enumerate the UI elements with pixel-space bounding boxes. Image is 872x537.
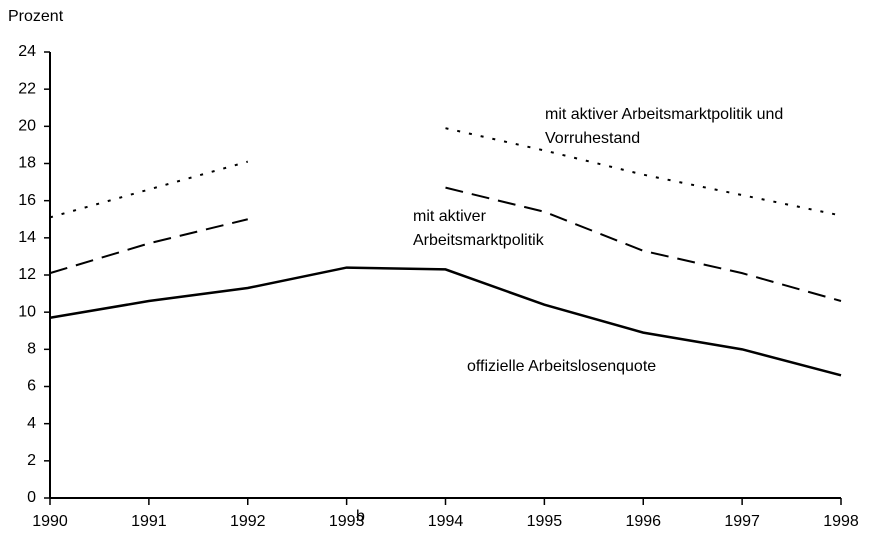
x-tick-label: 1995 [527, 513, 563, 530]
series-label: offizielle Arbeitslosenquote [467, 358, 657, 375]
series-line [49, 218, 248, 275]
x-tick-label: 1993 [329, 513, 365, 530]
y-tick-label: 6 [27, 378, 36, 395]
y-tick-label: 16 [18, 192, 36, 209]
y-tick-label: 4 [27, 415, 36, 432]
x-tick-label: 1991 [131, 513, 167, 530]
x-tick-label: 1997 [724, 513, 760, 530]
y-axis-label: Prozent [8, 8, 64, 25]
y-tick-label: 22 [18, 80, 36, 97]
y-tick-label: 2 [27, 452, 36, 469]
series-line [49, 160, 249, 219]
series-line [445, 127, 842, 217]
y-tick-label: 8 [27, 341, 36, 358]
annotation: b [356, 508, 365, 525]
x-tick-label: 1998 [823, 513, 859, 530]
y-tick-label: 12 [18, 266, 36, 283]
y-tick-label: 24 [18, 43, 36, 60]
series-label: mit aktiver Arbeitsmarktpolitik [413, 208, 544, 249]
y-tick-label: 10 [18, 303, 36, 320]
x-tick-label: 1994 [428, 513, 464, 530]
series-label: mit aktiver Arbeitsmarktpolitik und Vorr… [545, 106, 784, 147]
x-tick-label: 1992 [230, 513, 266, 530]
series-line [445, 186, 842, 302]
x-tick-label: 1996 [625, 513, 661, 530]
y-tick-label: 14 [18, 229, 36, 246]
x-tick-label: 1990 [32, 513, 68, 530]
y-tick-label: 20 [18, 118, 36, 135]
series-line [49, 266, 842, 377]
y-tick-label: 18 [18, 155, 36, 172]
y-tick-label: 0 [27, 489, 36, 506]
